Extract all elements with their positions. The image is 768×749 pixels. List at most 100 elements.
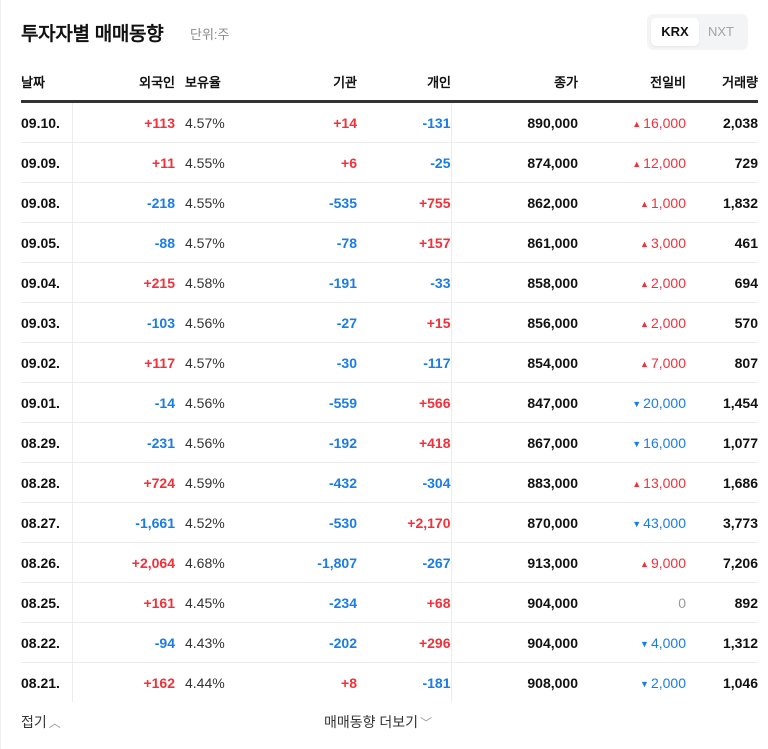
- cell-foreign: +161: [72, 582, 175, 623]
- triangle-up-icon: ▲: [632, 478, 642, 489]
- cell-date: 09.10.: [21, 101, 73, 143]
- cell-individual: +296: [357, 622, 452, 663]
- cell-institution: -1,807: [257, 542, 357, 583]
- cell-date: 09.04.: [21, 262, 73, 303]
- cell-volume: 1,686: [686, 462, 758, 503]
- cell-close: 861,000: [451, 222, 578, 263]
- cell-individual: +68: [357, 582, 452, 623]
- cell-change: ▼ 43,000: [578, 502, 686, 543]
- triangle-down-icon: ▼: [632, 438, 642, 449]
- cell-foreign: -218: [72, 182, 175, 223]
- cell-change: ▲ 2,000: [578, 302, 686, 343]
- more-trading-button[interactable]: 매매동향 더보기 ﹀: [324, 712, 432, 732]
- cell-volume: 7,206: [686, 542, 758, 583]
- table-footer: 접기 ︿ 매매동향 더보기 ﹀: [21, 712, 748, 734]
- cell-holding-rate: 4.44%: [185, 674, 225, 691]
- col-volume: 거래량: [686, 67, 758, 103]
- triangle-up-icon: ▲: [640, 558, 649, 569]
- cell-holding-rate: 4.57%: [175, 101, 257, 143]
- triangle-up-icon: ▲: [640, 198, 649, 209]
- change-value: 20,000: [643, 394, 686, 411]
- cell-volume: 729: [686, 142, 758, 183]
- cell-individual: -25: [357, 142, 452, 183]
- cell-close: 847,000: [451, 382, 578, 423]
- cell-individual: -181: [357, 662, 452, 702]
- triangle-up-icon: ▲: [640, 278, 649, 289]
- cell-institution: -78: [257, 222, 357, 263]
- market-toggle-krx[interactable]: KRX: [651, 18, 699, 46]
- col-holding-rate: 보유율: [175, 67, 257, 103]
- change-value: 43,000: [643, 514, 686, 531]
- cell-close: 867,000: [451, 422, 578, 463]
- cell-change: ▲ 1,000: [578, 182, 686, 223]
- cell-holding-rate: 4.45%: [175, 582, 257, 623]
- cell-close: 854,000: [451, 342, 578, 383]
- change-value: 3,000: [650, 234, 686, 251]
- cell-close: 862,000: [451, 182, 578, 223]
- cell-foreign: +11: [72, 142, 175, 183]
- cell-institution: -27: [257, 302, 357, 343]
- more-trading-label: 매매동향 더보기: [324, 714, 419, 730]
- cell-volume: 1,077: [686, 422, 758, 463]
- fold-button[interactable]: 접기 ︿: [21, 712, 61, 732]
- cell-volume: 3,773: [686, 502, 758, 543]
- fold-label: 접기: [21, 714, 47, 730]
- cell-date: 08.21.: [21, 662, 73, 702]
- cell-individual: +566: [357, 382, 452, 423]
- table-row: 08.22. -94 4.43% -202 +296 904,000 ▼ 4,000 1,312: [21, 622, 758, 663]
- col-foreign: 외국인: [72, 67, 175, 103]
- table-row: 09.05. -88 4.57% -78 +157 861,000 ▲ 3,000 461: [21, 222, 758, 263]
- cell-individual: +15: [357, 302, 452, 343]
- section-title: 투자자별 매매동향: [21, 24, 164, 45]
- cell-holding-rate: 4.55%: [175, 142, 257, 183]
- unit-label: 단위:주: [190, 27, 230, 42]
- cell-volume: 694: [686, 262, 758, 303]
- cell-volume: 570: [686, 302, 758, 343]
- cell-foreign: +2,064: [72, 542, 175, 583]
- investor-trading-table: 날짜 외국인 보유율 기관 개인 종가 전일비 거래량 09.10. +113 4.…: [21, 67, 758, 702]
- cell-holding-rate: 4.56%: [175, 382, 257, 423]
- cell-institution: -192: [257, 422, 357, 463]
- cell-close: 913,000: [451, 542, 578, 583]
- change-value: 12,000: [643, 154, 686, 171]
- cell-institution: -559: [257, 382, 357, 423]
- change-value: 1,000: [650, 194, 686, 211]
- cell-volume: 807: [686, 342, 758, 383]
- cell-volume: 461: [686, 222, 758, 263]
- table-row: 08.28. +724 4.59% -432 -304 883,000 ▲ 13,000 1,6…: [21, 462, 758, 503]
- panel-left-border: [0, 0, 1, 749]
- market-toggle-nxt[interactable]: NXT: [708, 24, 734, 39]
- triangle-up-icon: ▲: [640, 318, 649, 329]
- cell-change: ▲ 12,000: [578, 142, 686, 183]
- cell-foreign: +117: [72, 342, 175, 383]
- table-row: 09.02. +117 4.57% -30 -117 854,000 ▲ 7,000 807: [21, 342, 758, 383]
- cell-holding-rate: 4.68%: [175, 542, 257, 583]
- cell-institution: -535: [257, 182, 357, 223]
- cell-holding-rate: 4.57%: [175, 222, 257, 263]
- cell-individual: +157: [357, 222, 452, 263]
- cell-date: 09.03.: [21, 302, 73, 343]
- col-individual: 개인: [357, 67, 451, 103]
- cell-institution: -191: [257, 262, 357, 303]
- cell-close: 908,000: [527, 674, 578, 691]
- cell-date: 08.28.: [21, 462, 73, 503]
- cell-holding-rate: 4.52%: [175, 502, 257, 543]
- triangle-up-icon: ▲: [640, 358, 649, 369]
- cell-volume: 1,046: [722, 674, 758, 691]
- cell-change: ▲ 3,000: [578, 222, 686, 263]
- change-value: 16,000: [643, 114, 686, 131]
- cell-close: 904,000: [451, 622, 578, 663]
- cell-foreign: -94: [72, 622, 175, 663]
- cell-close: 870,000: [451, 502, 578, 543]
- change-value: 0: [678, 594, 686, 611]
- cell-close: 874,000: [451, 142, 578, 183]
- table-row: 09.03. -103 4.56% -27 +15 856,000 ▲ 2,000 570: [21, 302, 758, 343]
- cell-holding-rate: 4.43%: [175, 622, 257, 663]
- triangle-up-icon: ▲: [632, 118, 642, 129]
- cell-date: 09.05.: [21, 222, 73, 263]
- cell-foreign: -88: [72, 222, 175, 263]
- cell-foreign: -14: [72, 382, 175, 423]
- cell-change: 0: [578, 582, 686, 623]
- cell-date: 09.09.: [21, 142, 73, 183]
- change-value: 2,000: [650, 314, 686, 331]
